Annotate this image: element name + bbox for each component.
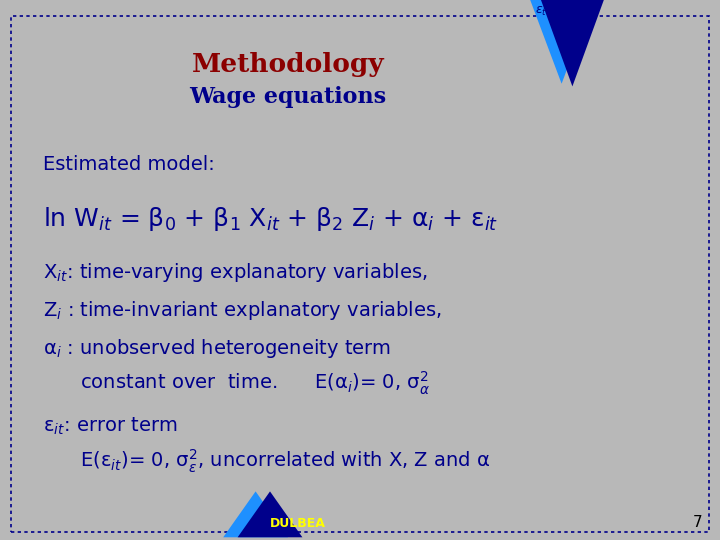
Text: constant over  time.      E(α$_i$)= 0, σ$^2_{\alpha}$: constant over time. E(α$_i$)= 0, σ$^2_{\… [43,370,431,397]
Text: $\varepsilon_t$: $\varepsilon_t$ [535,5,547,18]
Polygon shape [540,0,605,86]
Text: α$_i$ : unobserved heterogeneity term: α$_i$ : unobserved heterogeneity term [43,337,391,360]
Polygon shape [223,491,288,537]
Text: 7: 7 [693,515,702,530]
Text: Methodology: Methodology [192,52,384,77]
Polygon shape [238,491,302,537]
Text: X$_{it}$: time-varying explanatory variables,: X$_{it}$: time-varying explanatory varia… [43,261,428,284]
Polygon shape [529,0,594,84]
Text: Wage equations: Wage equations [189,86,387,108]
Text: DULBEA: DULBEA [270,517,326,530]
Text: ln W$_{it}$ = β$_0$ + β$_1$ X$_{it}$ + β$_2$ Z$_i$ + α$_i$ + ε$_{it}$: ln W$_{it}$ = β$_0$ + β$_1$ X$_{it}$ + β… [43,205,498,233]
Text: Z$_i$ : time-invariant explanatory variables,: Z$_i$ : time-invariant explanatory varia… [43,299,442,322]
Text: ε$_{it}$: error term: ε$_{it}$: error term [43,416,178,437]
Text: Estimated model:: Estimated model: [43,155,215,174]
Text: E(ε$_{it}$)= 0, σ$^2_{\varepsilon}$, uncorrelated with X, Z and α: E(ε$_{it}$)= 0, σ$^2_{\varepsilon}$, unc… [43,448,490,475]
